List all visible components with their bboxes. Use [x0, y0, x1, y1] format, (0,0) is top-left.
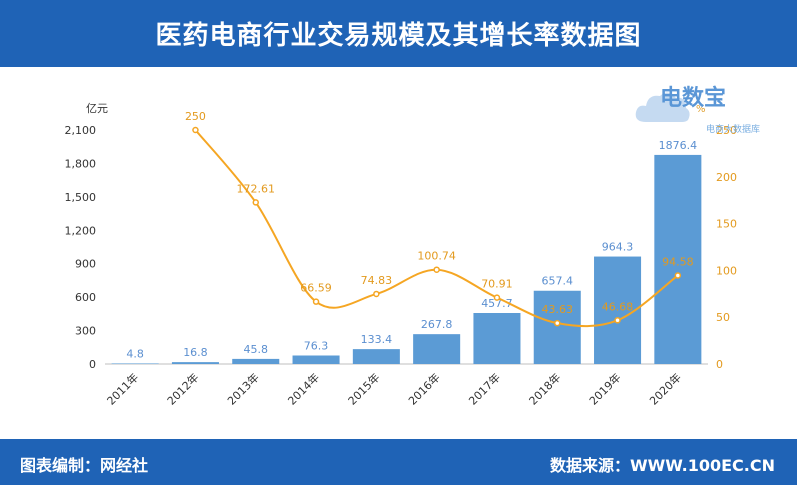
- bar-value-label: 45.8: [244, 343, 269, 356]
- left-tick-label: 0: [89, 358, 96, 371]
- right-tick-label: 100: [716, 264, 737, 277]
- bar: [232, 358, 280, 364]
- line-point: [674, 272, 682, 279]
- line-value-label: 100.74: [417, 250, 456, 263]
- chart-title: 医药电商行业交易规模及其增长率数据图: [155, 21, 642, 51]
- right-tick-label: 200: [716, 171, 737, 184]
- bar: [352, 349, 400, 364]
- left-axis-unit: 亿元: [86, 102, 108, 115]
- bar: [533, 290, 581, 364]
- bar-value-label: 16.8: [183, 346, 208, 359]
- line-value-label: 43.63: [542, 303, 574, 316]
- growth-rate-line: [194, 129, 679, 328]
- bar-value-label: 76.3: [304, 339, 329, 352]
- combo-chart: 亿元 % 0 300 600 900 1,200 1,500 1,800 2,100 0 50 100 1…: [65, 102, 738, 408]
- bar: [413, 334, 461, 364]
- bar: [654, 154, 702, 364]
- x-tick-label: 2014年: [285, 370, 322, 407]
- right-tick-label: 150: [716, 218, 737, 231]
- x-tick-label: 2012年: [164, 370, 201, 407]
- line-point: [192, 126, 199, 134]
- right-tick-label: 50: [716, 311, 730, 324]
- bar-value-label: 657.4: [542, 275, 574, 288]
- bar-value-label: 133.4: [361, 333, 393, 346]
- x-tick-label: 2020年: [646, 370, 683, 407]
- bar: [292, 355, 340, 364]
- right-tick-label: 0: [716, 358, 723, 371]
- right-tick-label: 250: [716, 124, 737, 137]
- logo-text: 电数宝: [660, 86, 727, 111]
- left-tick-label: 1,500: [65, 191, 97, 204]
- line-point: [493, 294, 501, 301]
- footer-source: 数据来源：WWW.100EC.CN: [549, 456, 775, 475]
- cloud-logo-icon: [635, 92, 690, 122]
- left-tick-label: 1,200: [65, 224, 97, 237]
- x-tick-label: 2016年: [405, 370, 442, 407]
- x-tick-label: 2015年: [345, 370, 382, 407]
- x-tick-label: 2011年: [104, 370, 141, 407]
- x-tick-label: 2018年: [526, 370, 563, 407]
- bar: [111, 363, 159, 364]
- line-value-label: 70.91: [481, 278, 513, 291]
- left-tick-label: 300: [75, 325, 96, 338]
- line-point: [614, 317, 621, 324]
- bar: [171, 362, 219, 364]
- right-axis-unit: %: [696, 104, 706, 115]
- bar-value-label: 1876.4: [659, 139, 698, 152]
- left-tick-label: 1,800: [65, 157, 97, 170]
- line-value-label: 74.83: [361, 274, 393, 287]
- title-bar: 医药电商行业交易规模及其增长率数据图: [0, 0, 797, 67]
- x-tick-label: 2017年: [466, 370, 503, 407]
- line-value-label: 46.68: [602, 300, 634, 313]
- line-point: [433, 266, 440, 273]
- line-value-label: 66.59: [300, 282, 332, 295]
- line-point: [312, 298, 320, 305]
- line-value-label: 94.58: [662, 255, 694, 268]
- left-tick-label: 900: [75, 258, 96, 271]
- line-point: [554, 319, 561, 327]
- line-point: [373, 290, 380, 298]
- line-value-label: 250: [185, 110, 206, 123]
- bar-value-label: 4.8: [126, 347, 144, 360]
- bar-value-label: 267.8: [421, 318, 453, 331]
- left-tick-label: 2,100: [65, 124, 97, 137]
- line-point: [252, 199, 259, 206]
- x-tick-label: 2019年: [586, 370, 623, 407]
- left-tick-label: 600: [75, 291, 96, 304]
- line-value-label: 172.61: [237, 182, 276, 195]
- bar-value-label: 964.3: [602, 241, 634, 254]
- footer-credit: 图表编制：网经社: [20, 456, 149, 475]
- logo-subtitle: 电商大数据库: [706, 125, 761, 135]
- x-tick-label: 2013年: [224, 370, 261, 407]
- bar: [473, 312, 521, 364]
- footer-bar: 图表编制：网经社 数据来源：WWW.100EC.CN: [0, 439, 797, 485]
